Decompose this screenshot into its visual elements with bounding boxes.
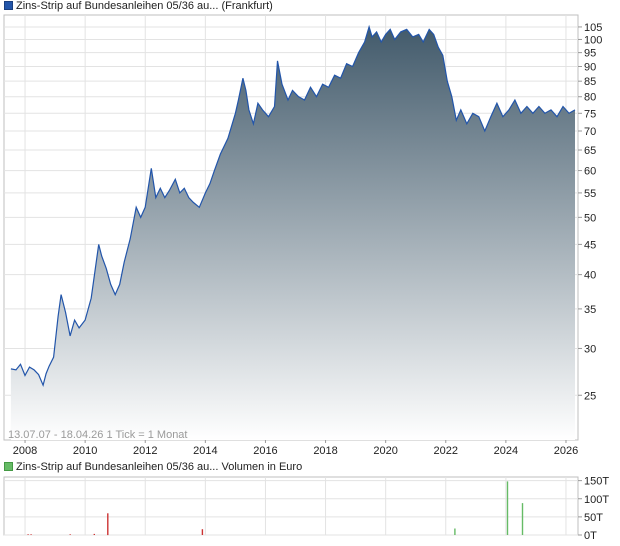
price-y-tick-label: 55 xyxy=(584,188,596,200)
price-y-tick-label: 30 xyxy=(584,343,596,355)
price-y-tick-label: 70 xyxy=(584,126,596,138)
price-x-axis: 2008 2010 2012 2014 2016 2018 2020 2022 2024 2026 xyxy=(13,440,578,457)
price-y-tick-label: 50 xyxy=(584,212,596,224)
volume-bar xyxy=(454,528,456,535)
price-y-tick-label: 95 xyxy=(584,48,596,60)
volume-plot-frame xyxy=(3,476,579,536)
price-y-tick-label: 45 xyxy=(584,239,596,251)
price-x-tick-label: 2024 xyxy=(494,445,518,457)
volume-bar xyxy=(107,513,109,536)
price-legend: Zins-Strip auf Bundesanleihen 05/36 au..… xyxy=(4,0,273,13)
price-x-tick-label: 2022 xyxy=(434,445,458,457)
volume-legend-swatch xyxy=(4,462,13,471)
volume-bar xyxy=(30,534,32,535)
price-y-tick-label: 25 xyxy=(584,390,596,402)
price-y-tick-label: 35 xyxy=(584,304,596,316)
date-range-info: 13.07.07 - 18.04.26 1 Tick = 1 Monat xyxy=(8,429,187,441)
price-x-tick-label: 2026 xyxy=(554,445,578,457)
volume-y-tick-label: 50T xyxy=(584,512,603,524)
volume-y-tick-label: 100T xyxy=(584,494,609,506)
price-legend-swatch xyxy=(4,1,13,10)
price-area xyxy=(10,26,575,441)
price-y-tick-label: 105 xyxy=(584,22,602,34)
price-x-tick-label: 2014 xyxy=(193,445,217,457)
price-y-tick-label: 60 xyxy=(584,166,596,178)
volume-bar xyxy=(93,533,95,535)
price-x-tick-label: 2020 xyxy=(373,445,397,457)
volume-bar xyxy=(521,503,524,535)
volume-bar xyxy=(201,529,204,535)
volume-legend-label: Zins-Strip auf Bundesanleihen 05/36 au..… xyxy=(16,461,303,473)
price-legend-label: Zins-Strip auf Bundesanleihen 05/36 au..… xyxy=(16,0,273,12)
price-x-tick-label: 2012 xyxy=(133,445,157,457)
volume-legend: Zins-Strip auf Bundesanleihen 05/36 au..… xyxy=(4,461,302,474)
price-y-tick-label: 80 xyxy=(584,92,596,104)
volume-y-tick-label: 150T xyxy=(584,476,609,488)
price-y-tick-label: 65 xyxy=(584,145,596,157)
price-y-tick-label: 100 xyxy=(584,34,602,46)
price-x-tick-label: 2016 xyxy=(253,445,277,457)
volume-bar xyxy=(27,534,29,535)
volume-y-axis: 0T 50T 100T 150T xyxy=(578,476,609,542)
volume-grid xyxy=(4,477,578,536)
price-y-tick-label: 75 xyxy=(584,108,596,120)
price-x-tick-label: 2008 xyxy=(13,445,37,457)
volume-y-tick-label: 0T xyxy=(584,530,597,542)
price-y-tick-label: 90 xyxy=(584,62,596,74)
price-line xyxy=(10,24,576,388)
price-y-tick-label: 85 xyxy=(584,76,596,88)
price-x-tick-label: 2010 xyxy=(73,445,97,457)
volume-bar xyxy=(506,481,509,535)
volume-bars xyxy=(27,481,524,536)
volume-bar xyxy=(69,534,71,535)
volume-panel: 0T 50T 100T 150T xyxy=(3,476,609,542)
price-y-tick-label: 40 xyxy=(584,270,596,282)
price-x-tick-label: 2018 xyxy=(313,445,337,457)
